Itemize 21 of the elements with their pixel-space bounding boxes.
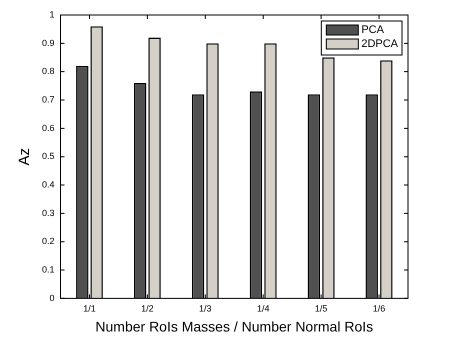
y-tick-label: 0	[49, 292, 55, 303]
y-tick-label: 0.6	[42, 122, 55, 133]
legend-label: PCA	[361, 24, 385, 36]
x-tick-label: 1/2	[141, 303, 154, 314]
x-tick-label: 1/6	[372, 303, 386, 314]
x-tick-label: 1/3	[199, 303, 212, 314]
y-tick-label: 0.1	[42, 264, 55, 275]
x-tick-label: 1/1	[83, 303, 96, 314]
y-tick-label: 0.7	[42, 94, 55, 105]
y-tick-label: 0.9	[42, 38, 55, 48]
y-tick-label: 0.5	[42, 151, 55, 162]
y-axis-title: Az	[16, 148, 34, 166]
y-tick-label: 0.8	[42, 66, 55, 76]
y-tick-label: 0.4	[42, 180, 55, 190]
legend-label: 2DPCA	[361, 38, 399, 50]
x-tick-label: 1/5	[314, 303, 328, 314]
y-tick-label: 0.3	[42, 208, 55, 218]
y-tick-label: 0.2	[42, 236, 55, 246]
y-tick-label: 1	[49, 9, 55, 20]
x-axis-title: Number RoIs Masses / Number Normal RoIs	[95, 318, 374, 334]
x-tick-label: 1/4	[256, 303, 270, 314]
